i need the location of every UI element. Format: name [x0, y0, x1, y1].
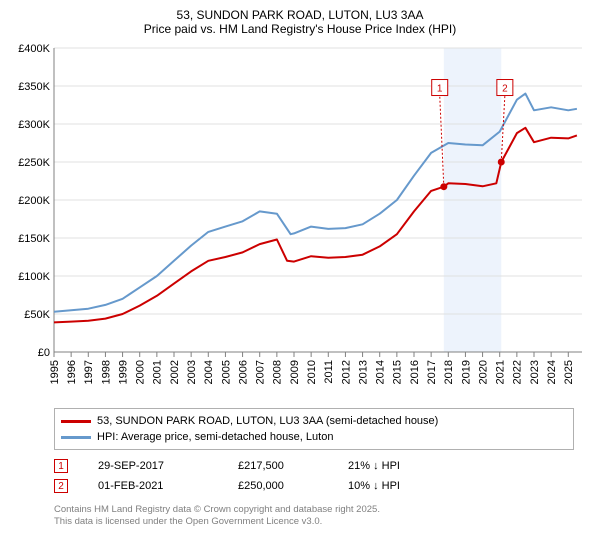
- sales-table: 1 29-SEP-2017 £217,500 21% ↓ HPI 2 01-FE…: [54, 456, 590, 496]
- svg-text:2021: 2021: [495, 360, 507, 384]
- svg-text:2012: 2012: [340, 360, 352, 384]
- svg-text:2009: 2009: [289, 360, 301, 384]
- svg-text:2020: 2020: [477, 360, 489, 384]
- sale-price-1: £217,500: [238, 460, 348, 472]
- svg-text:2014: 2014: [375, 360, 387, 384]
- svg-text:£50K: £50K: [24, 309, 50, 321]
- svg-text:£250K: £250K: [18, 157, 50, 169]
- svg-text:£0: £0: [38, 347, 50, 359]
- chart-container: 53, SUNDON PARK ROAD, LUTON, LU3 3AA Pri…: [0, 0, 600, 532]
- svg-text:2004: 2004: [203, 360, 215, 384]
- sales-row-1: 1 29-SEP-2017 £217,500 21% ↓ HPI: [54, 456, 590, 476]
- sales-row-2: 2 01-FEB-2021 £250,000 10% ↓ HPI: [54, 476, 590, 496]
- svg-text:2025: 2025: [563, 360, 575, 384]
- svg-text:£200K: £200K: [18, 195, 50, 207]
- svg-text:£150K: £150K: [18, 233, 50, 245]
- footer-line1: Contains HM Land Registry data © Crown c…: [54, 504, 590, 516]
- sale-date-2: 01-FEB-2021: [98, 480, 238, 492]
- svg-text:2010: 2010: [306, 360, 318, 384]
- chart: £0 £50K £100K £150K £200K £250K £300K £350K £400…: [10, 42, 590, 402]
- svg-text:2015: 2015: [392, 360, 404, 384]
- svg-text:2007: 2007: [255, 360, 267, 384]
- legend-item-1: 53, SUNDON PARK ROAD, LUTON, LU3 3AA (se…: [61, 413, 567, 429]
- sale-date-1: 29-SEP-2017: [98, 460, 238, 472]
- svg-text:2022: 2022: [512, 360, 524, 384]
- sale-hpi-1: 21% ↓ HPI: [348, 460, 400, 472]
- svg-text:2005: 2005: [220, 360, 232, 384]
- sale-marker-1: 1: [54, 459, 68, 473]
- svg-text:2024: 2024: [546, 360, 558, 384]
- svg-text:2003: 2003: [186, 360, 198, 384]
- legend: 53, SUNDON PARK ROAD, LUTON, LU3 3AA (se…: [54, 408, 574, 450]
- svg-text:2000: 2000: [135, 360, 147, 384]
- legend-swatch-1: [61, 420, 91, 423]
- title-line2: Price paid vs. HM Land Registry's House …: [10, 22, 590, 36]
- svg-text:£400K: £400K: [18, 43, 50, 55]
- svg-text:2013: 2013: [357, 360, 369, 384]
- svg-text:1996: 1996: [66, 360, 78, 384]
- legend-item-2: HPI: Average price, semi-detached house,…: [61, 429, 567, 445]
- legend-swatch-2: [61, 436, 91, 439]
- sale-marker-2: 2: [54, 479, 68, 493]
- sale-price-2: £250,000: [238, 480, 348, 492]
- svg-text:2008: 2008: [272, 360, 284, 384]
- svg-text:£350K: £350K: [18, 81, 50, 93]
- svg-text:2019: 2019: [460, 360, 472, 384]
- legend-label-2: HPI: Average price, semi-detached house,…: [97, 431, 333, 443]
- svg-text:2017: 2017: [426, 360, 438, 384]
- svg-text:2002: 2002: [169, 360, 181, 384]
- sale-hpi-2: 10% ↓ HPI: [348, 480, 400, 492]
- svg-text:£300K: £300K: [18, 119, 50, 131]
- svg-text:2023: 2023: [529, 360, 541, 384]
- svg-text:1999: 1999: [117, 360, 129, 384]
- legend-label-1: 53, SUNDON PARK ROAD, LUTON, LU3 3AA (se…: [97, 415, 438, 427]
- svg-text:2: 2: [502, 84, 508, 95]
- svg-text:1: 1: [437, 84, 443, 95]
- footer: Contains HM Land Registry data © Crown c…: [54, 504, 590, 528]
- svg-text:2006: 2006: [237, 360, 249, 384]
- svg-text:1995: 1995: [49, 360, 61, 384]
- svg-text:2016: 2016: [409, 360, 421, 384]
- svg-text:1998: 1998: [100, 360, 112, 384]
- svg-text:2001: 2001: [152, 360, 164, 384]
- title-line1: 53, SUNDON PARK ROAD, LUTON, LU3 3AA: [10, 8, 590, 22]
- svg-text:1997: 1997: [83, 360, 95, 384]
- svg-text:2018: 2018: [443, 360, 455, 384]
- svg-text:£100K: £100K: [18, 271, 50, 283]
- title-block: 53, SUNDON PARK ROAD, LUTON, LU3 3AA Pri…: [10, 8, 590, 36]
- svg-text:2011: 2011: [323, 360, 335, 384]
- chart-svg: £0 £50K £100K £150K £200K £250K £300K £350K £400…: [10, 42, 590, 402]
- footer-line2: This data is licensed under the Open Gov…: [54, 516, 590, 528]
